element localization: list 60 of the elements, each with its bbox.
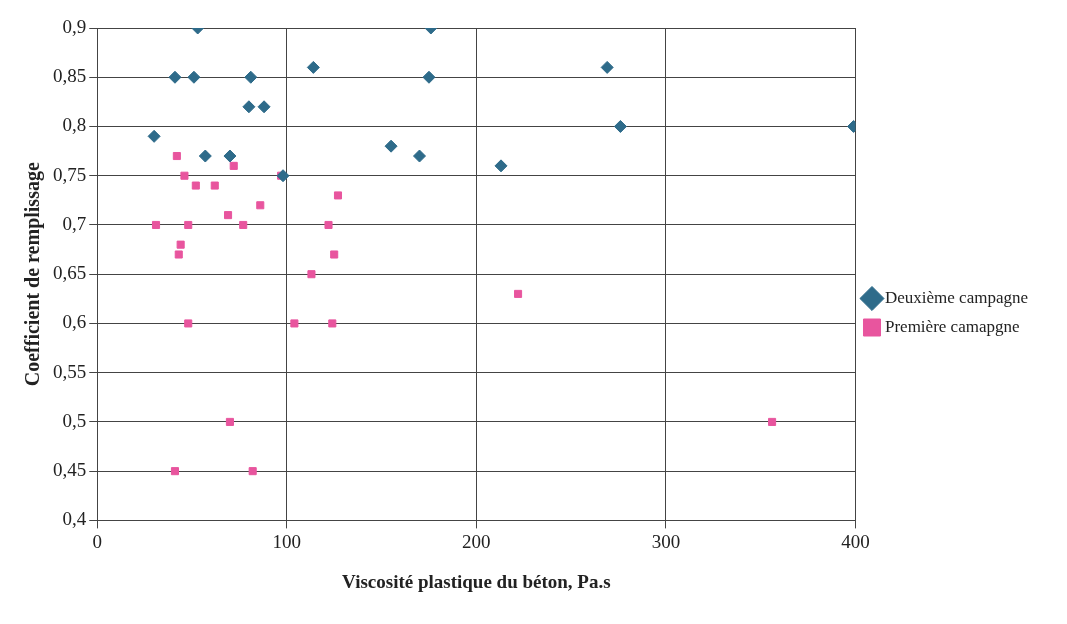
x-tick-label: 0: [92, 530, 102, 552]
y-tick-label: 0,85: [53, 65, 87, 87]
point: [514, 289, 523, 298]
point: [384, 139, 398, 153]
legend-label: Deuxième campagne: [884, 287, 1028, 307]
point: [290, 319, 299, 328]
point: [170, 467, 180, 476]
point: [184, 319, 193, 328]
point: [276, 169, 290, 183]
point: [600, 60, 614, 74]
point: [172, 151, 181, 161]
legend-label: Première camapgne: [884, 316, 1020, 336]
y-tick-label: 0,6: [62, 311, 87, 333]
point: [333, 191, 343, 200]
y-axis-title: Coefficient de remplissage: [21, 162, 45, 387]
x-tick-label: 100: [272, 530, 302, 552]
y-tick-label: 0,7: [62, 212, 87, 234]
point: [184, 220, 193, 229]
y-tick-label: 0,8: [62, 114, 87, 136]
x-tick-label: 400: [841, 530, 870, 552]
point: [187, 70, 201, 84]
point: [328, 319, 337, 328]
y-tick-label: 0,55: [53, 360, 87, 382]
point: [242, 100, 256, 114]
x-axis-title: Viscosité plastique du béton, Pa.s: [342, 570, 611, 592]
point: [147, 129, 161, 143]
y-tick-label: 0,5: [62, 409, 87, 431]
point: [176, 240, 185, 249]
point: [151, 220, 161, 229]
point: [613, 119, 627, 133]
point: [422, 70, 436, 84]
y-tick-label: 0,65: [53, 262, 87, 284]
point: [413, 149, 426, 163]
point: [168, 70, 182, 84]
point: [257, 100, 271, 114]
point: [224, 211, 233, 220]
point: [494, 159, 508, 173]
y-tick-label: 0,9: [62, 15, 87, 37]
point: [256, 201, 265, 210]
y-tick-label: 0,45: [53, 459, 87, 481]
point: [244, 70, 258, 84]
point: [768, 417, 777, 426]
point: [324, 220, 333, 229]
point: [198, 149, 212, 163]
x-tick-label: 300: [651, 530, 681, 552]
point: [174, 250, 183, 259]
point: [248, 467, 257, 476]
point: [210, 181, 219, 190]
point: [180, 171, 189, 180]
y-tick-label: 0,4: [62, 508, 87, 530]
point: [307, 270, 316, 279]
x-tick-label: 200: [462, 530, 491, 552]
point: [306, 60, 320, 74]
point: [330, 250, 339, 259]
point: [191, 181, 200, 190]
point: [229, 161, 238, 170]
point: [239, 220, 248, 229]
point: [223, 149, 237, 163]
y-tick-label: 0,75: [53, 163, 87, 185]
point: [225, 417, 234, 426]
